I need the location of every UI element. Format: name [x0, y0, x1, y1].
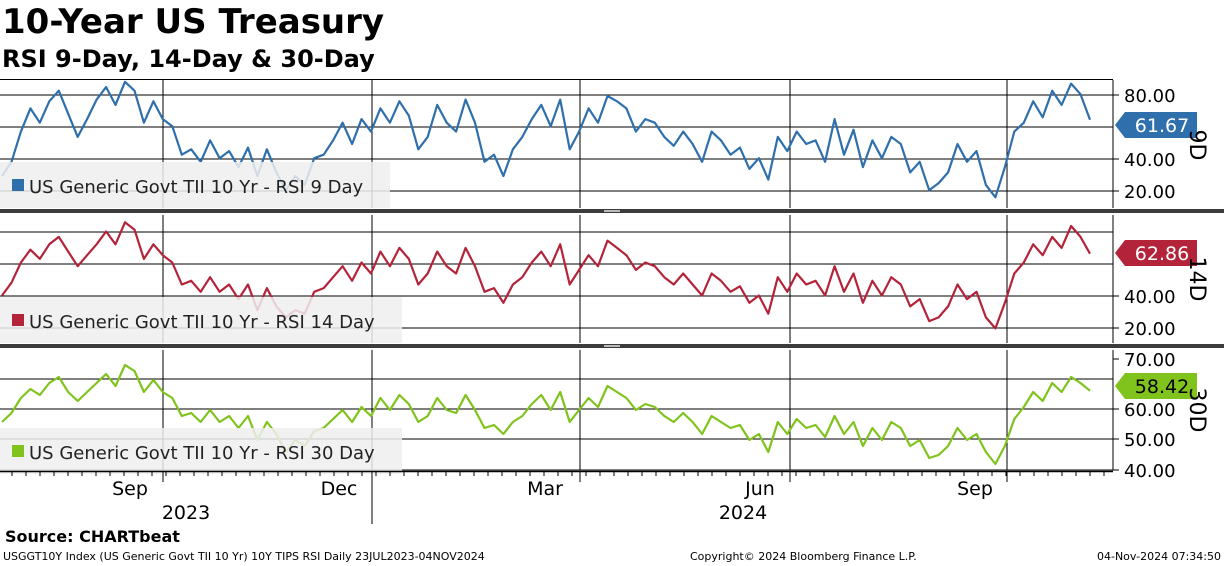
separator-handle: [604, 345, 620, 347]
legend-label: US Generic Govt TII 10 Yr - RSI 30 Day: [29, 443, 375, 464]
y-tick-label: 40.00: [1124, 287, 1176, 308]
last-value-label: 62.86: [1135, 243, 1189, 265]
footer-timestamp: 04-Nov-2024 07:34:50: [1096, 550, 1221, 563]
legend-9d: US Generic Govt TII 10 Yr - RSI 9 Day: [0, 162, 390, 208]
series-line-9d: [1, 80, 1092, 199]
legend-swatch: [12, 445, 24, 457]
panel-label-14d: 14D: [1184, 257, 1209, 302]
x-tick-label-month: Jun: [744, 478, 775, 500]
y-tick-label: 60.00: [1124, 400, 1176, 421]
footer-ticker-info: USGGT10Y Index (US Generic Govt TII 10 Y…: [3, 550, 485, 563]
y-tick-label: 40.00: [1124, 150, 1176, 171]
panel-label-9d: 9D: [1184, 130, 1209, 161]
legend-swatch: [12, 179, 24, 191]
badge-shape: [1115, 373, 1197, 399]
y-tick-label: 80.00: [1124, 86, 1176, 107]
y-tick-label: 20.00: [1124, 182, 1176, 203]
legend-30d: US Generic Govt TII 10 Yr - RSI 30 Day: [0, 428, 402, 474]
last-value-label: 61.67: [1135, 115, 1189, 137]
x-tick-label-month: Sep: [957, 478, 993, 500]
x-tick-label-month: Dec: [321, 478, 358, 500]
y-tick-label: 70.00: [1124, 350, 1176, 371]
x-tick-label-month: Mar: [527, 478, 563, 500]
x-tick-label-year: 2024: [719, 502, 767, 524]
series-line-14d: [1, 221, 1091, 330]
separator-handle: [604, 210, 620, 212]
legend-swatch: [12, 314, 24, 326]
legend-14d: US Generic Govt TII 10 Yr - RSI 14 Day: [0, 297, 402, 343]
legend-label: US Generic Govt TII 10 Yr - RSI 14 Day: [29, 312, 375, 333]
legend-label: US Generic Govt TII 10 Yr - RSI 9 Day: [29, 177, 364, 198]
series-line-30d: [1, 363, 1091, 466]
last-value-badge-14d: 62.86: [1115, 240, 1197, 266]
x-tick-label-month: Sep: [112, 478, 148, 500]
chart-title: 10-Year US Treasury: [2, 2, 385, 42]
legend-background: [0, 162, 390, 208]
chart-subtitle: RSI 9-Day, 14-Day & 30-Day: [2, 45, 375, 73]
y-tick-label: 20.00: [1124, 319, 1176, 340]
source-note: Source: CHARTbeat: [5, 527, 180, 546]
legend-background: [0, 428, 402, 474]
badge-shape: [1115, 240, 1197, 266]
plot-background: [0, 79, 1113, 472]
panel-label-30d: 30D: [1184, 388, 1209, 433]
x-tick-label-year: 2023: [162, 502, 210, 524]
footer-copyright: Copyright© 2024 Bloomberg Finance L.P.: [690, 550, 917, 563]
last-value-label: 58.42: [1135, 376, 1189, 398]
last-value-badge-9d: 61.67: [1115, 112, 1197, 138]
legend-background: [0, 297, 402, 343]
last-value-badge-30d: 58.42: [1115, 373, 1197, 399]
y-tick-label: 40.00: [1124, 461, 1176, 482]
y-tick-label: 50.00: [1124, 430, 1176, 451]
badge-shape: [1115, 112, 1197, 138]
